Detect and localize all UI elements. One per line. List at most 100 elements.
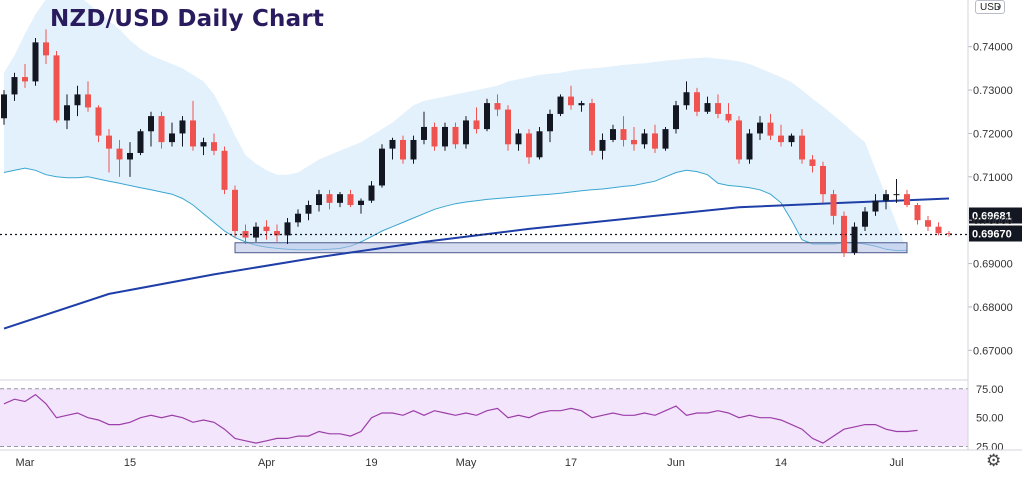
candle-body [673,105,679,130]
candle-body [274,231,280,236]
candle-body [484,103,490,130]
candle-body [725,113,732,121]
rsi-band-fill [0,388,968,447]
candle-body [137,131,144,153]
time-tick-label: Mar [16,457,35,469]
candle-body [85,94,91,108]
candle-body [662,129,669,149]
support-zone-rect [234,242,908,254]
candle-body [74,94,81,106]
candle-body [43,42,49,56]
price-tick-label: 0.69000 [973,259,1013,271]
candle-body [253,226,259,238]
candle-body [715,103,721,114]
candle-body [284,222,291,236]
candle-body [799,135,805,160]
candle-body [505,109,511,145]
moving-average [3,197,950,330]
time-tick-label: Jun [667,457,685,469]
currency-dropdown[interactable]: USD ▾ [975,0,1005,14]
moving-average-line [3,197,950,330]
price-label-box [969,207,1022,224]
candle-body [515,133,522,145]
candle-body [158,116,165,143]
chevron-down-icon: ▾ [996,3,1001,12]
candle-body [368,185,375,201]
candle-body [32,42,39,82]
rsi-line [3,393,918,444]
candle-body [610,129,616,140]
candle-body [883,194,889,201]
support-zone [234,242,908,254]
candle-body [116,148,123,160]
candle-body [736,120,742,160]
price-tick-label: 0.74000 [973,42,1013,54]
candle-body [683,92,690,106]
candle-body [547,113,553,132]
candle-body [809,159,816,166]
time-tick-label: 17 [565,457,577,469]
price-label: 0.69681 [972,211,1012,223]
candle-body [358,200,364,206]
candle-body [946,233,952,235]
time-tick-label: May [456,457,477,469]
candle-body [53,55,60,121]
candle-body [452,126,459,145]
candle-body [935,226,942,234]
rsi-tick-label: 50.00 [976,413,1004,425]
candle-body [11,77,18,95]
candle-body [757,122,763,134]
candle-body [211,142,217,151]
candle-body [704,103,711,112]
price-tick-label: 0.67000 [973,345,1013,357]
time-axis: Mar 15 Apr 19 May 17 Jun 14 Jul [16,457,904,469]
currency-label: USD [980,2,1002,13]
candle-body [106,135,112,149]
gear-icon[interactable]: ⚙ [986,451,1002,470]
price-label-box [969,225,1022,242]
candle-body [830,194,837,216]
candle-body [872,200,879,212]
rsi-tick-label: 75.00 [976,384,1004,396]
candle-body [841,215,847,253]
candle-body [200,142,207,147]
price-tick-label: 0.70000 [973,215,1013,227]
time-tick-label: 19 [365,457,377,469]
price-tick-label: 0.68000 [973,302,1013,314]
candle-body [431,126,438,147]
candle-body [179,120,186,134]
candle-body [788,135,795,143]
candle-body [536,131,543,158]
candle-body [893,194,900,196]
candle-body [221,150,228,190]
candle-body [127,152,133,160]
candle-body [767,122,774,136]
candle-body [778,135,784,143]
candle-body [305,205,312,214]
candle-body [400,139,406,160]
candle-body [347,194,354,206]
candle-body [337,194,343,203]
candle-body [526,133,532,158]
candle-body [494,103,501,110]
time-tick-label: 15 [124,457,136,469]
price-label: 0.69670 [972,229,1012,241]
price-tick-label: 0.73000 [973,85,1013,97]
candle-body [389,139,396,149]
lower-band-line [3,167,907,252]
time-tick-label: Jul [889,457,903,469]
candle-body [862,211,868,227]
candle-body [442,126,448,147]
candle-body [694,92,700,112]
candle-body [148,116,154,132]
candle-body [316,194,322,206]
candle-body [410,139,417,160]
candle-body [379,148,385,186]
candle-body [914,205,921,221]
candle-body [190,120,196,147]
chart-title: NZD/USD Daily Chart [50,6,325,32]
candle-body [295,213,301,223]
candle-body [326,194,333,203]
candle-body [599,139,606,151]
